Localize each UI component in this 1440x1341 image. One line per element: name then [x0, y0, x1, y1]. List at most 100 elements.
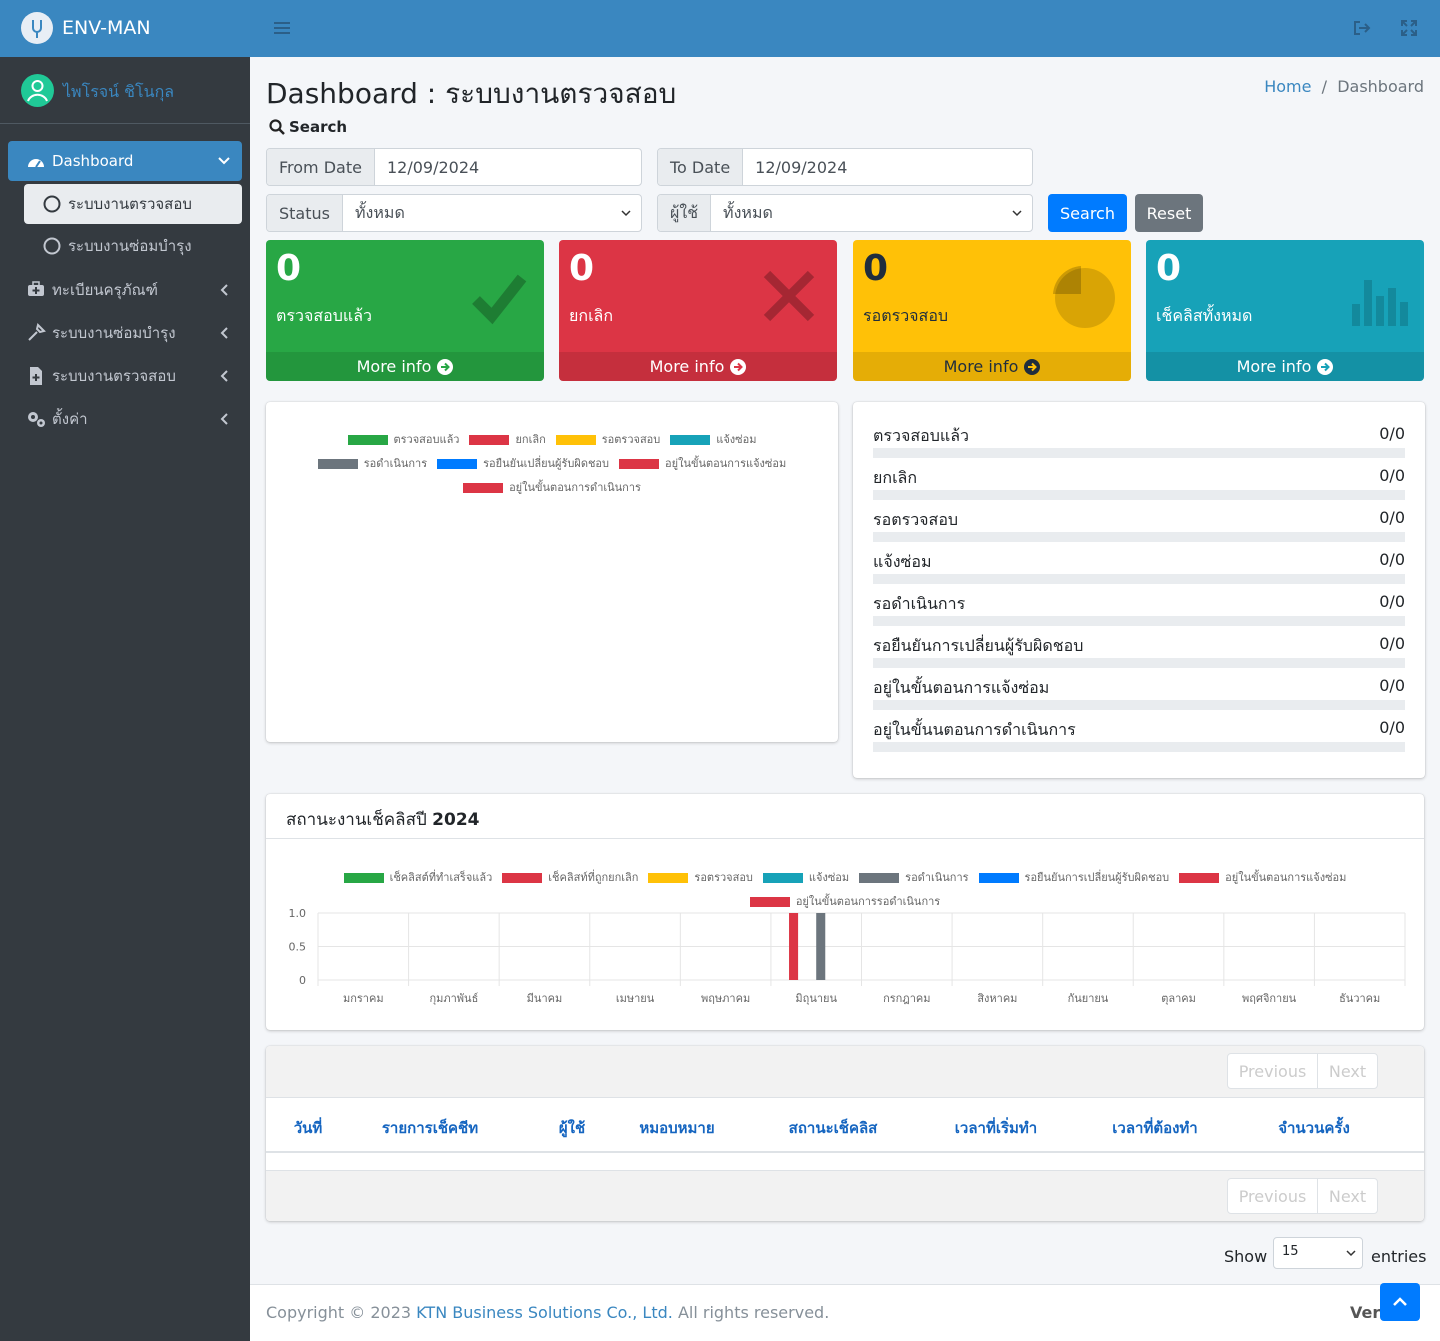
progress-label: รอยืนยันการเปลี่ยนผู้รับผิดชอบ	[873, 636, 1084, 655]
legend-label: เช็คลิสต์ที่ทำเสร็จแล้ว	[389, 871, 493, 884]
legend-label: รอตรวจสอบ	[694, 871, 753, 884]
legend-swatch	[648, 873, 689, 883]
more-info[interactable]: More info	[559, 352, 837, 381]
menu-dashboard[interactable]: Dashboard	[8, 141, 242, 181]
legend-label: รอดำเนินการ	[363, 457, 428, 470]
submenu-item[interactable]: ระบบงานซ่อมบำรุง	[24, 226, 242, 266]
more-info[interactable]: More info	[853, 352, 1131, 381]
progress-value: 0/0	[1379, 550, 1405, 569]
menu-toggle[interactable]	[274, 21, 290, 35]
menu-label: ระบบงานตรวจสอบ	[52, 367, 176, 385]
more-info[interactable]: More info	[266, 352, 544, 381]
legend-label: อยู่ในขั้นตอนการแจ้งซ่อม	[1225, 871, 1347, 884]
menu-item[interactable]: ระบบงานซ่อมบำรุง	[8, 313, 242, 353]
legend-item[interactable]: เช็คลิสต์ที่ทำเสร็จแล้ว	[343, 868, 493, 886]
legend-swatch	[619, 459, 660, 469]
chevron	[621, 210, 631, 217]
column-header[interactable]: จำนวนครั้ง	[1278, 1119, 1350, 1137]
user-panel[interactable]: ไพโรจน์ ชิโนกุล	[0, 58, 250, 124]
legend-label: อยู่ในขั้นตอนการแจ้งซ่อม	[665, 457, 787, 470]
progress-track	[873, 700, 1405, 710]
legend-item[interactable]: แจ้งซ่อม	[762, 868, 849, 886]
legend-swatch	[317, 459, 358, 469]
legend-label: แจ้งซ่อม	[716, 433, 757, 446]
legend-item[interactable]: อยู่ในขั้นตอนการดำเนินการ	[463, 478, 641, 496]
legend-item[interactable]: ตรวจสอบแล้ว	[347, 430, 459, 448]
search-button[interactable]: Search	[1048, 194, 1127, 232]
table-card: Previous Next วันที่ รายการเช็คชีท ผู้ใช้ ห…	[266, 1046, 1424, 1221]
breadcrumb-link[interactable]: Home	[1264, 77, 1312, 96]
icon	[28, 281, 44, 296]
chevron	[220, 370, 228, 382]
user-name: ไพโรจน์ ชิโนกุล	[63, 82, 175, 101]
progress-track	[873, 658, 1405, 668]
logout-icon[interactable]	[1353, 20, 1371, 36]
more-info-label: More info	[943, 357, 1019, 376]
status-select[interactable]: Status ทั้งหมด	[266, 194, 642, 232]
menu-label: ตั้งค่า	[52, 410, 88, 428]
entries-label: entries	[1371, 1247, 1427, 1266]
fullscreen-icon[interactable]	[1401, 20, 1417, 36]
progress-label: อยู่ในขั้นตอนการแจ้งซ่อม	[873, 678, 1050, 697]
legend-item[interactable]: รอยืนยันการเปลี่ยนผู้รับผิดชอบ	[978, 868, 1169, 886]
legend-item[interactable]: รอดำเนินการ	[859, 868, 969, 886]
column-header[interactable]: เวลาที่ต้องทำ	[1112, 1119, 1198, 1137]
progress-card: ตรวจสอบแล้ว 0/0 ยกเลิก 0/0 รอตรวจสอบ 0/0 แจ้งซ…	[853, 402, 1425, 778]
input-value: 12/09/2024	[755, 157, 848, 177]
legend-item[interactable]: รอตรวจสอบ	[648, 868, 753, 886]
from-date[interactable]: From Date 12/09/2024	[266, 148, 642, 186]
more-info[interactable]: More info	[1146, 352, 1424, 381]
column-header[interactable]: วันที่	[293, 1119, 323, 1137]
table-toolbar: Previous Next	[266, 1046, 1424, 1098]
legend-label: รอยืนยันเปลี่ยนผู้รับผิดชอบ	[483, 457, 610, 470]
legend-item[interactable]: เช็คลิสท์ที่ถูกยกเลิก	[502, 868, 638, 886]
more-info-label: More info	[649, 357, 725, 376]
scroll-top-button[interactable]	[1380, 1283, 1420, 1321]
menu-item[interactable]: ตั้งค่า	[8, 399, 242, 439]
column-header[interactable]: รายการเช็คชีท	[381, 1119, 479, 1137]
more-info-label: More info	[1236, 357, 1312, 376]
legend-item[interactable]: รอตรวจสอบ	[555, 430, 660, 448]
top-navbar	[250, 0, 1440, 57]
legend-item[interactable]: รอยืนยันเปลี่ยนผู้รับผิดชอบ	[437, 454, 609, 472]
submenu-active[interactable]: ระบบงานตรวจสอบ	[24, 184, 242, 224]
chevron	[220, 284, 228, 296]
x-tick-label: มกราคม	[343, 992, 384, 1005]
brand[interactable]: ENV-MAN	[0, 0, 250, 57]
legend-item[interactable]: อยู่ในขั้นตอนการรอดำเนินการ	[749, 892, 940, 910]
company-link[interactable]: KTN Business Solutions Co., Ltd.	[416, 1303, 673, 1322]
progress-label: รอดำเนินการ	[873, 594, 966, 613]
legend-swatch	[859, 873, 900, 883]
x-tick-label: สิงหาคม	[977, 992, 1017, 1005]
box-icon	[1053, 266, 1115, 328]
progress-track	[873, 616, 1405, 626]
icon	[43, 195, 61, 213]
page-size-select[interactable]: 15	[1273, 1237, 1363, 1269]
icon	[28, 159, 44, 168]
user-select[interactable]: ผู้ใช้ ทั้งหมด	[657, 194, 1033, 232]
menu-item[interactable]: ระบบงานตรวจสอบ	[8, 356, 242, 396]
column-header[interactable]: สถานะเช็คลิส	[788, 1119, 878, 1137]
menu-label: Dashboard	[52, 152, 134, 170]
legend-item[interactable]: รอดำเนินการ	[317, 454, 428, 472]
column-header[interactable]: เวลาที่เริ่มทำ	[954, 1119, 1038, 1137]
chevron	[220, 327, 228, 339]
info-box: 0 รอตรวจสอบ More info	[853, 240, 1131, 381]
brand-logo	[21, 12, 53, 44]
legend-item[interactable]: แจ้งซ่อม	[670, 430, 757, 448]
next-button[interactable]: Next	[1317, 1053, 1378, 1089]
column-header[interactable]: ผู้ใช้	[558, 1119, 586, 1137]
legend-item[interactable]: ยกเลิก	[469, 430, 546, 448]
reset-button[interactable]: Reset	[1135, 194, 1203, 232]
legend-item[interactable]: อยู่ในขั้นตอนการแจ้งซ่อม	[1179, 868, 1346, 886]
previous-button[interactable]: Previous	[1227, 1178, 1318, 1214]
icon	[28, 412, 45, 427]
progress-label: ตรวจสอบแล้ว	[873, 426, 969, 445]
next-button[interactable]: Next	[1317, 1178, 1378, 1214]
previous-button[interactable]: Previous	[1227, 1053, 1318, 1089]
column-header[interactable]: หมอบหมาย	[639, 1119, 715, 1137]
x-tick-label: ธันวาคม	[1339, 992, 1380, 1005]
legend-item[interactable]: อยู่ในขั้นตอนการแจ้งซ่อม	[619, 454, 786, 472]
to-date[interactable]: To Date 12/09/2024	[657, 148, 1033, 186]
menu-item[interactable]: ทะเบียนครุภัณฑ์	[8, 270, 242, 310]
